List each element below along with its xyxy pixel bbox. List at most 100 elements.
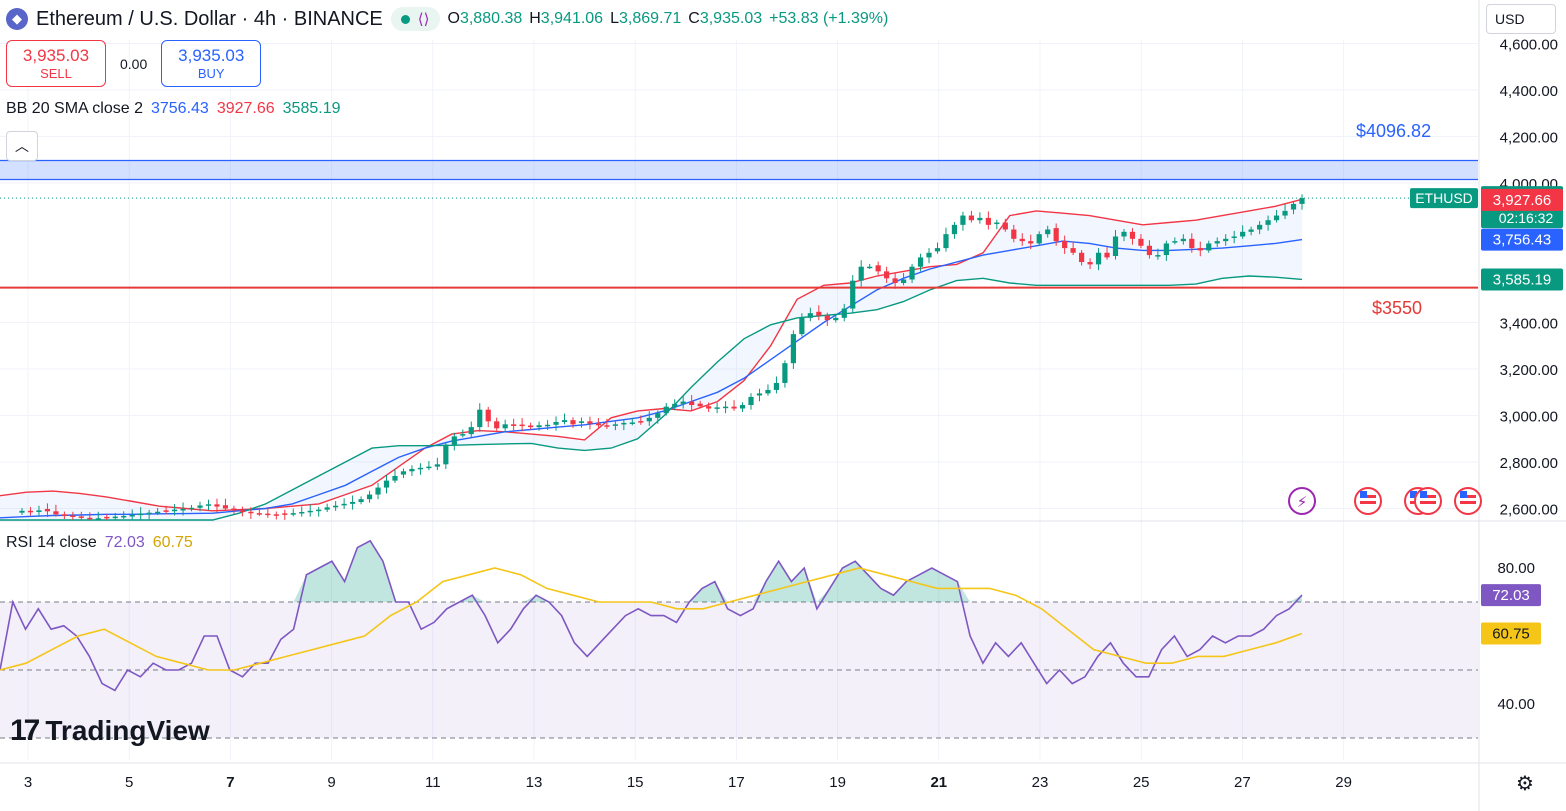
price-tick-label: 4,600.00	[1500, 37, 1558, 54]
chart-header: ◆ Ethereum / U.S. Dollar · 4h · BINANCE …	[0, 0, 888, 38]
candle-body	[1104, 252, 1110, 258]
sell-price: 3,935.03	[22, 46, 90, 65]
candle-body	[612, 424, 618, 426]
time-tick-label: 19	[829, 774, 846, 791]
candle-body	[1273, 215, 1280, 221]
candle-body	[70, 515, 76, 517]
candle-body	[485, 409, 491, 422]
time-tick-label: 25	[1133, 774, 1150, 791]
candle-body	[1053, 228, 1059, 242]
time-axis: 3 5 7 9 11 13 15 17 19 21 23 25 27 29	[24, 774, 1352, 791]
gear-icon[interactable]: ⚙	[1516, 773, 1534, 795]
chevron-up-icon: ︿	[15, 138, 29, 154]
candle-body	[1146, 245, 1153, 256]
candle-body	[299, 511, 305, 514]
bollinger-basis-line	[0, 238, 1303, 519]
bollinger-lower-line	[0, 275, 1303, 521]
candle-body	[672, 403, 678, 407]
candle-body	[1299, 198, 1305, 204]
candle-body	[722, 406, 729, 409]
spread-value: 0.00	[120, 55, 148, 72]
candle-body	[917, 257, 924, 267]
candle-body	[358, 499, 364, 502]
candle-body	[519, 424, 525, 427]
price-tick-label: 2,800.00	[1500, 455, 1558, 472]
trade-panel: 3,935.03 SELL 0.00 3,935.03 BUY	[6, 40, 262, 87]
candle-body	[884, 271, 890, 279]
candle-body	[477, 409, 483, 428]
candle-body	[146, 512, 152, 515]
resistance-zone	[0, 160, 1478, 180]
candles	[19, 194, 1305, 520]
candle-body	[121, 515, 127, 518]
candle-body	[807, 313, 813, 318]
candle-body	[909, 266, 915, 280]
sell-button[interactable]: 3,935.03 SELL	[6, 40, 106, 87]
candle-body	[689, 401, 695, 406]
live-badge[interactable]: ⟨⟩	[390, 7, 440, 31]
lightning-glyph-icon: ⚡	[1297, 494, 1308, 511]
buy-button[interactable]: 3,935.03 BUY	[161, 40, 262, 87]
candle-body	[875, 265, 881, 272]
resistance-label: $4096.82	[1356, 121, 1432, 141]
candle-body	[841, 308, 847, 318]
candle-body	[1290, 203, 1297, 210]
candle-body	[1214, 241, 1220, 244]
symbol-title[interactable]: Ethereum / U.S. Dollar · 4h · BINANCE	[36, 7, 383, 30]
high-key: H	[529, 10, 541, 27]
currency-button[interactable]: USD	[1486, 4, 1556, 34]
rsi-ma-tag	[1481, 622, 1541, 645]
candle-body	[1019, 238, 1025, 242]
candle-body	[1155, 255, 1161, 257]
candle-body	[417, 467, 424, 470]
candle-body	[231, 508, 237, 511]
bb-basis-tag	[1481, 228, 1563, 251]
candle-body	[706, 406, 712, 409]
bb-upper-tag-text: 3,927.66	[1493, 192, 1551, 209]
candle-body	[273, 514, 279, 516]
candle-body	[1062, 241, 1068, 249]
rsi-overbought-fill	[0, 540, 1302, 602]
candle-body	[1138, 238, 1144, 246]
market-open-icon	[400, 14, 410, 24]
candle-body	[765, 389, 771, 394]
bb-basis-tag-text: 3,756.43	[1493, 232, 1551, 249]
candle-body	[333, 505, 339, 508]
candle-body	[1240, 231, 1246, 237]
candle-body	[87, 517, 93, 520]
bollinger-legend[interactable]: BB 20 SMA close 2 3756.43 3927.66 3585.1…	[6, 100, 341, 118]
candle-body	[188, 507, 195, 510]
sell-label: SELL	[40, 66, 72, 81]
candle-body	[1206, 243, 1212, 251]
rsi-ma-tag-text: 60.75	[1492, 625, 1530, 642]
candle-body	[1180, 238, 1186, 242]
us-flag-canton-icon	[1460, 491, 1467, 498]
candle-body	[265, 513, 271, 516]
time-tick-label: 11	[425, 774, 441, 791]
us-flag-stripe-icon	[1420, 495, 1436, 498]
bollinger-fill	[0, 199, 1302, 521]
candle-body	[968, 215, 975, 221]
candle-body	[833, 317, 839, 321]
candle-body	[95, 518, 101, 520]
tradingview-logo: 17 TradingView	[10, 714, 210, 748]
time-tick-label: 13	[526, 774, 543, 791]
rsi-ma-value: 60.75	[152, 534, 193, 551]
candle-body	[138, 513, 144, 516]
rsi-legend[interactable]: RSI 14 close 72.03 60.75	[6, 534, 193, 552]
price-zones	[0, 159, 1478, 289]
candle-body	[926, 252, 932, 258]
candle-body	[44, 508, 51, 512]
time-tick-label: 7	[226, 774, 234, 791]
collapse-legend-button[interactable]: ︿	[6, 131, 38, 161]
bollinger-basis-value: 3756.43	[150, 100, 209, 117]
open-key: O	[447, 10, 460, 27]
candle-body	[434, 464, 440, 467]
rsi-line	[0, 539, 1303, 692]
candle-body	[502, 424, 508, 429]
candle-body	[587, 421, 593, 424]
buy-label: BUY	[197, 66, 225, 81]
bb-upper-tag	[1481, 188, 1563, 211]
low-key: L	[610, 10, 619, 27]
